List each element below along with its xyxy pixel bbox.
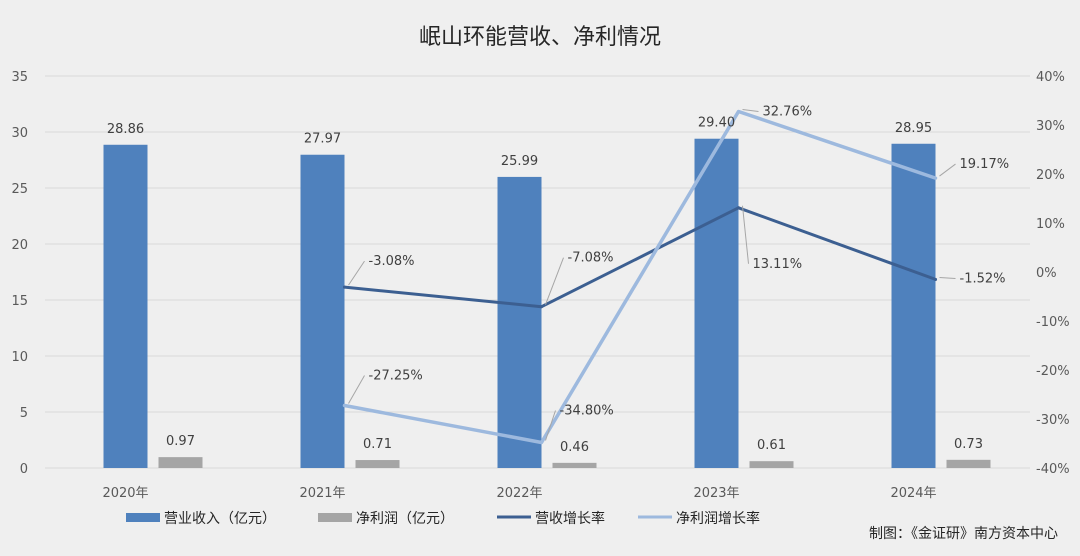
data-labels: 28.86 0.97 27.97 0.71 25.99 0.46 29.40 0.61 28.9… [107,104,1009,454]
revenue-growth-point [343,285,346,289]
label-leader-line [545,257,564,305]
net-profit-bar-label: 0.73 [954,437,983,452]
revenue-bar [103,144,148,468]
revenue-growth-label: 13.11% [753,257,803,272]
revenue-growth-point [737,206,740,210]
left-axis-tick: 20 [11,238,28,253]
revenue-bar [300,154,345,468]
lines [342,109,938,445]
net-profit-bar [946,459,991,468]
category-labels: 2020年 2021年 2022年 2023年 2024年 [102,486,936,501]
net-profit-bar-label: 0.97 [166,434,195,449]
legend-net-profit-growth-label: 净利润增长率 [676,510,760,527]
legend-net-profit-label: 净利润（亿元） [356,511,454,527]
right-axis-tick: 0% [1036,266,1057,281]
label-leader-line [939,276,956,279]
net-profit-bar [355,460,400,468]
left-axis-tick: 5 [20,406,28,421]
revenue-bar-label: 29.40 [698,116,735,131]
net-profit-growth-label: -27.25% [369,369,423,384]
net-profit-growth-point [540,441,543,445]
revenue-bar [497,176,542,469]
source-credit: 制图：《金证研》南方资本中心 [869,526,1058,542]
label-leader-line [545,410,556,441]
net-profit-growth-point [343,404,346,408]
right-axis-tick: -40% [1036,462,1070,477]
net-profit-growth-label: 32.76% [763,104,813,119]
category-label: 2024年 [890,486,936,501]
revenue-bar-label: 28.95 [895,121,932,136]
right-axis-tick: -10% [1036,315,1070,330]
label-leader-line [742,205,749,264]
left-axis-ticks: 0 5 10 15 20 25 30 35 [11,70,28,477]
category-label: 2020年 [102,486,148,501]
revenue-growth-line [343,206,937,309]
legend-net-profit-swatch [318,513,352,522]
right-axis-tick: -20% [1036,364,1070,379]
net-profit-bar [749,461,794,468]
left-axis-tick: 25 [11,182,28,197]
revenue-bar-label: 27.97 [304,132,341,147]
net-profit-growth-label: -34.80% [560,404,614,419]
label-leader-line [348,260,365,286]
right-axis-tick: 30% [1036,119,1065,134]
bars [103,138,991,469]
revenue-growth-point [934,277,937,281]
net-profit-bar-label: 0.46 [560,440,589,455]
net-profit-bar-label: 0.71 [363,437,392,452]
right-axis-tick: -30% [1036,413,1070,428]
left-axis-tick: 15 [11,294,28,309]
revenue-growth-label: -7.08% [568,251,614,266]
net-profit-growth-line [342,109,938,445]
right-axis-ticks: -40% -30% -20% -10% 0% 10% 20% 30% 40% [1036,70,1070,477]
legend-revenue-label: 营业收入（亿元） [164,511,276,527]
category-label: 2022年 [496,486,542,501]
label-leader-line [742,108,759,112]
right-axis-tick: 20% [1036,168,1065,183]
label-leader-line [939,163,956,177]
chart-title: 岷山环能营收、净利情况 [419,25,661,50]
category-label: 2023年 [693,486,739,501]
left-axis-tick: 0 [20,462,28,477]
right-axis-tick: 10% [1036,217,1065,232]
net-profit-growth-point [737,109,740,113]
legend: 营业收入（亿元） 净利润（亿元） 营收增长率 净利润增长率 [126,510,760,527]
right-axis-tick: 40% [1036,70,1065,85]
net-profit-bar-label: 0.61 [757,438,786,453]
left-axis-tick: 30 [11,126,28,141]
left-axis-tick: 35 [11,70,28,85]
left-axis-tick: 10 [11,350,28,365]
revenue-growth-label: -1.52% [960,271,1006,286]
revenue-bar [694,138,739,468]
net-profit-bar [552,462,597,468]
net-profit-bar [158,457,203,468]
revenue-growth-label: -3.08% [369,254,415,269]
label-leader-line [348,375,365,404]
revenue-bar-label: 25.99 [501,154,538,169]
revenue-bar [891,143,936,468]
revenue-bar-label: 28.86 [107,122,144,137]
net-profit-growth-label: 19.17% [960,157,1010,172]
legend-revenue-swatch [126,513,160,522]
net-profit-growth-point [934,176,937,180]
revenue-growth-point [540,305,543,309]
category-label: 2021年 [299,486,345,501]
legend-revenue-growth-label: 营收增长率 [535,510,605,527]
